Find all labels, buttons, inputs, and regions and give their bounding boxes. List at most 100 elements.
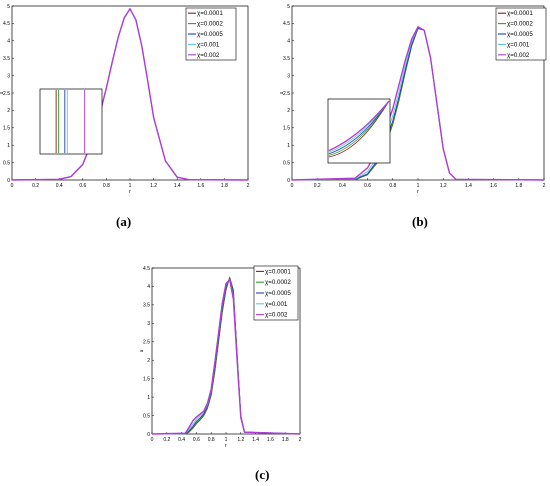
x-tick-label: 1 [417,183,420,189]
legend-label-2: χ=0.0002 [197,21,223,28]
x-tick-label: 1.8 [221,183,228,189]
x-tick-label: 0.6 [79,183,86,189]
y-tick-label: 1.5 [3,126,10,132]
y-tick-label: 1 [7,143,10,149]
x-tick-label: 1.6 [267,437,274,443]
y-tick-label: 4.5 [3,21,10,27]
chart-panel-a: 0 0.2 0.4 0.6 0.8 1 1.2 1.4 1.6 1.8 2 0 0.5 1 1.5 2 2.5 3… [0,0,260,210]
y-tick-label: 3.5 [283,56,290,62]
x-tick-label: 0.6 [364,183,371,189]
x-axis-label: r [225,443,227,449]
y-axis-label: u [0,91,5,94]
x-tick-label: 0.6 [193,437,200,443]
inset-curve-5 [328,100,390,152]
x-tick-label: 0.4 [339,183,346,189]
chart-b-svg: 0 0.2 0.4 0.6 0.8 1 1.2 1.4 1.6 1.8 2 0 0.5 1 1.5 2 2.5 3… [279,4,547,195]
y-tick-label: 4 [7,39,10,45]
x-tick-label: 1 [129,183,132,189]
x-tick-label: 0.8 [208,437,215,443]
legend-label-1: χ=0.0001 [265,268,291,275]
x-tick-label: 0 [151,437,154,443]
x-tick-label: 0.8 [103,183,110,189]
x-tick-label: 0.2 [163,437,170,443]
y-tick-label: 0.5 [143,413,150,419]
y-axis-label: u [279,91,285,94]
x-tick-label: 2 [543,183,546,189]
y-tick-label: 4 [147,284,150,290]
y-tick-label: 3.5 [3,56,10,62]
legend: χ=0.0001 χ=0.0002 χ=0.0005 χ=0.001 χ=0.002 [495,7,547,61]
legend-label-5: χ=0.002 [197,52,220,59]
y-tick-label: 2 [147,358,150,364]
y-tick-label: 2.5 [283,91,290,97]
y-tick-label: 0 [287,178,290,184]
y-tick-label: 0.5 [283,160,290,166]
x-tick-label: 1.4 [174,183,181,189]
legend-label-5: χ=0.002 [265,312,288,319]
series-line-5 [151,279,301,435]
y-tick-label: 2 [287,108,290,114]
legend-label-4: χ=0.001 [197,41,220,48]
x-tick-label: 1.2 [237,437,244,443]
x-axis-label: r [417,189,419,195]
y-tick-label: 3 [147,321,150,327]
y-tick-label: 0 [147,432,150,438]
legend-label-4: χ=0.001 [265,301,288,308]
legend-label-3: χ=0.0005 [265,290,291,297]
chart-c-svg: 0 0.2 0.4 0.6 0.8 1 1.2 1.4 1.6 1.8 2 0 0.5 1 1.5 2 2.5 3… [139,265,302,449]
y-tick-label: 1.5 [283,126,290,132]
x-tick-label: 1.6 [197,183,204,189]
x-tick-label: 2 [299,437,302,443]
legend-label-3: χ=0.0005 [197,31,223,38]
legend-label-4: χ=0.001 [507,41,530,48]
inset-frame [39,88,103,155]
panel-label-b: (b) [412,214,428,229]
legend: χ=0.0001 χ=0.0002 χ=0.0005 χ=0.001 χ=0.002 [253,265,299,321]
x-tick-label: 0 [291,183,294,189]
x-tick-label: 0 [11,183,14,189]
y-tick-label: 3 [7,73,10,79]
x-tick-label: 0.2 [314,183,321,189]
y-tick-label: 5 [287,4,290,10]
legend-label-2: χ=0.0002 [265,279,291,286]
y-tick-label: 1 [147,395,150,401]
x-tick-label: 1.8 [515,183,522,189]
y-tick-label: 1 [287,143,290,149]
y-tick-label: 2.5 [143,340,150,346]
x-tick-label: 0.8 [389,183,396,189]
panel-label-a: (a) [116,214,132,229]
x-tick-label: 1.2 [440,183,447,189]
chart-panel-c: 0 0.2 0.4 0.6 0.8 1 1.2 1.4 1.6 1.8 2 0 0.5 1 1.5 2 2.5 3… [139,262,310,462]
y-tick-label: 2 [7,108,10,114]
y-tick-label: 5 [7,4,10,10]
series-line-5 [11,8,249,181]
x-tick-label: 1.8 [282,437,289,443]
x-tick-label: 1.6 [490,183,497,189]
y-tick-label: 4 [287,39,290,45]
legend-label-5: χ=0.002 [507,52,530,59]
x-tick-label: 1.4 [465,183,472,189]
x-tick-label: 0.4 [56,183,63,189]
y-axis-label: u [139,349,145,352]
inset-zoom [327,98,391,164]
y-tick-label: 3.5 [143,303,150,309]
inset-zoom [39,88,103,155]
panel-label-c: (c) [255,467,270,482]
y-tick-label: 4.5 [143,266,150,272]
y-tick-label: 4.5 [283,21,290,27]
legend-label-1: χ=0.0001 [507,10,533,17]
x-tick-label: 0.2 [32,183,39,189]
chart-a-svg: 0 0.2 0.4 0.6 0.8 1 1.2 1.4 1.6 1.8 2 0 0.5 1 1.5 2 2.5 3… [0,4,250,195]
legend-label-1: χ=0.0001 [197,10,223,17]
x-axis-label: r [129,189,131,195]
x-tick-label: 0.4 [178,437,185,443]
y-tick-label: 3 [287,73,290,79]
x-tick-label: 1.4 [252,437,259,443]
y-tick-label: 0 [7,178,10,184]
x-tick-label: 2 [247,183,250,189]
legend-label-2: χ=0.0002 [507,21,533,28]
legend: χ=0.0001 χ=0.0002 χ=0.0005 χ=0.001 χ=0.002 [185,7,237,61]
x-tick-label: 1 [225,437,228,443]
legend-label-3: χ=0.0005 [507,31,533,38]
y-tick-label: 1.5 [143,376,150,382]
